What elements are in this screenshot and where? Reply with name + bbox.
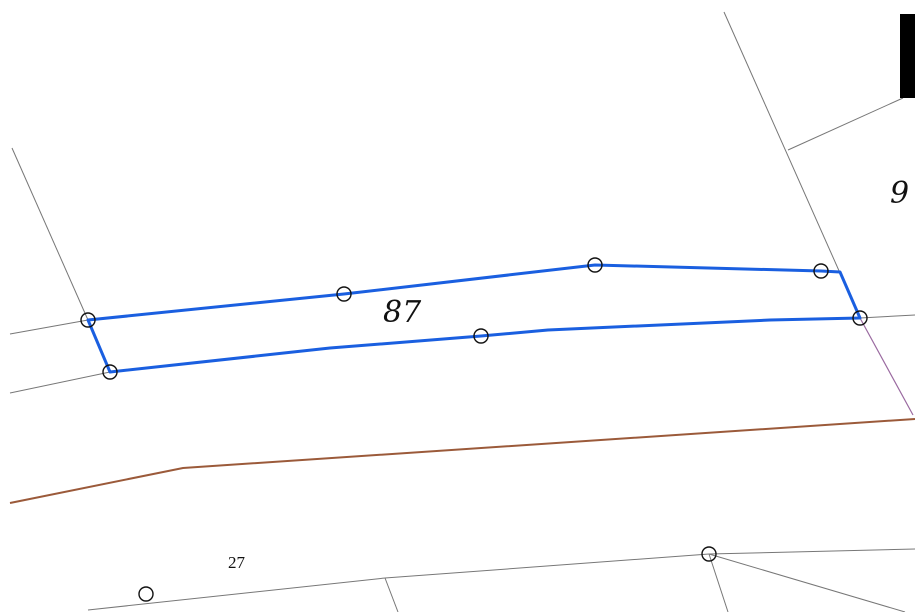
- boundary-lower-drop: [384, 577, 399, 612]
- vertex-marker[interactable]: [102, 364, 118, 380]
- selected-parcel-outline[interactable]: [86, 263, 862, 374]
- boundary-left-diagonal: [11, 147, 89, 321]
- building-block: [900, 14, 915, 98]
- boundary-upper-right-branch: [787, 97, 904, 151]
- side-boundary-line: [859, 317, 914, 416]
- boundary-upper-right-diagonal: [723, 11, 861, 319]
- parcel-boundaries: [9, 11, 915, 612]
- vertex-marker[interactable]: [852, 310, 868, 326]
- boundary-lower-main: [87, 577, 386, 611]
- vertex-markers: [80, 257, 868, 602]
- vertex-marker[interactable]: [138, 586, 154, 602]
- vertex-marker[interactable]: [587, 257, 603, 273]
- boundary-lower-right: [708, 548, 915, 555]
- vertex-marker[interactable]: [336, 286, 352, 302]
- boundary-lower-fan-1: [708, 553, 729, 612]
- parcel-label-neighbor: 9: [890, 176, 909, 211]
- boundary-left-lower: [9, 371, 111, 394]
- parcel-label-selected: 87: [383, 295, 422, 330]
- vertex-marker[interactable]: [473, 328, 489, 344]
- vertex-marker[interactable]: [813, 263, 829, 279]
- vertex-marker[interactable]: [80, 312, 96, 328]
- boundary-right-stub: [859, 314, 915, 319]
- parcel-label-lower: 27: [228, 553, 246, 572]
- vertex-marker[interactable]: [701, 546, 717, 562]
- boundary-left-upper: [9, 319, 89, 335]
- boundary-lower-fan-2: [708, 553, 906, 612]
- road-edge-line: [9, 418, 915, 504]
- boundary-lower-mid: [384, 553, 710, 579]
